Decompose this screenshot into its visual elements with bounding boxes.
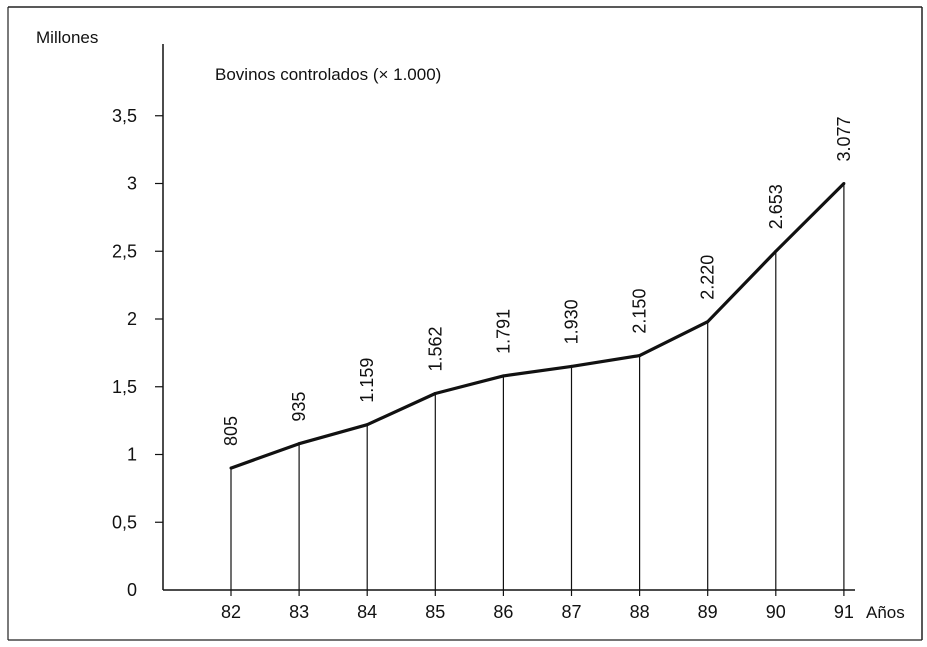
y-tick-label: 2,5 — [112, 241, 137, 261]
y-axis-label: Millones — [36, 28, 98, 47]
x-tick-group: 82 83 84 85 86 87 88 89 90 91 — [221, 590, 854, 622]
series-group — [229, 182, 846, 470]
data-label: 2.220 — [698, 255, 718, 300]
data-point — [638, 354, 642, 358]
data-label: 2.653 — [766, 184, 786, 229]
data-point — [433, 392, 437, 396]
y-tick-label: 0,5 — [112, 512, 137, 532]
x-tick-label: 91 — [834, 602, 854, 622]
y-tick-label: 1 — [127, 445, 137, 465]
data-label: 2.150 — [630, 289, 650, 334]
x-tick-label: 82 — [221, 602, 241, 622]
y-tick-label: 0 — [127, 580, 137, 600]
data-label: 3.077 — [834, 116, 854, 161]
y-tick-label: 3,5 — [112, 106, 137, 126]
x-tick-label: 86 — [493, 602, 513, 622]
series-line — [230, 182, 846, 470]
data-point — [570, 364, 573, 368]
y-tick-label: 1,5 — [112, 377, 137, 397]
data-label: 1.562 — [425, 326, 445, 371]
x-tick-label: 83 — [289, 602, 309, 622]
data-point — [774, 249, 778, 253]
chart-annotation: Bovinos controlados (× 1.000) — [215, 65, 441, 84]
y-tick-label: 2 — [127, 309, 137, 329]
x-tick-label: 88 — [630, 602, 650, 622]
data-label: 1.159 — [357, 358, 377, 403]
data-point — [842, 182, 846, 185]
data-label-group: 805 935 1.159 1.562 1.791 1.930 2.150 2.220 2.65… — [221, 116, 854, 446]
data-label: 1.930 — [562, 299, 582, 344]
data-point — [229, 466, 233, 470]
data-label: 1.791 — [493, 309, 513, 354]
data-label: 805 — [221, 416, 241, 446]
x-tick-label: 85 — [425, 602, 445, 622]
x-tick-label: 84 — [357, 602, 377, 622]
drop-line-group — [230, 183, 845, 590]
data-point — [501, 374, 505, 378]
y-tick-group: 0 0,5 1 1,5 2 2,5 3 3,5 — [112, 106, 163, 600]
x-tick-label: 90 — [766, 602, 786, 622]
data-point — [706, 320, 710, 324]
data-label: 935 — [289, 392, 309, 422]
x-axis-label: Años — [866, 603, 905, 622]
x-tick-label: 89 — [698, 602, 718, 622]
x-tick-label: 87 — [561, 602, 581, 622]
data-point — [365, 423, 369, 427]
y-tick-label: 3 — [127, 174, 137, 194]
data-point — [297, 442, 301, 446]
